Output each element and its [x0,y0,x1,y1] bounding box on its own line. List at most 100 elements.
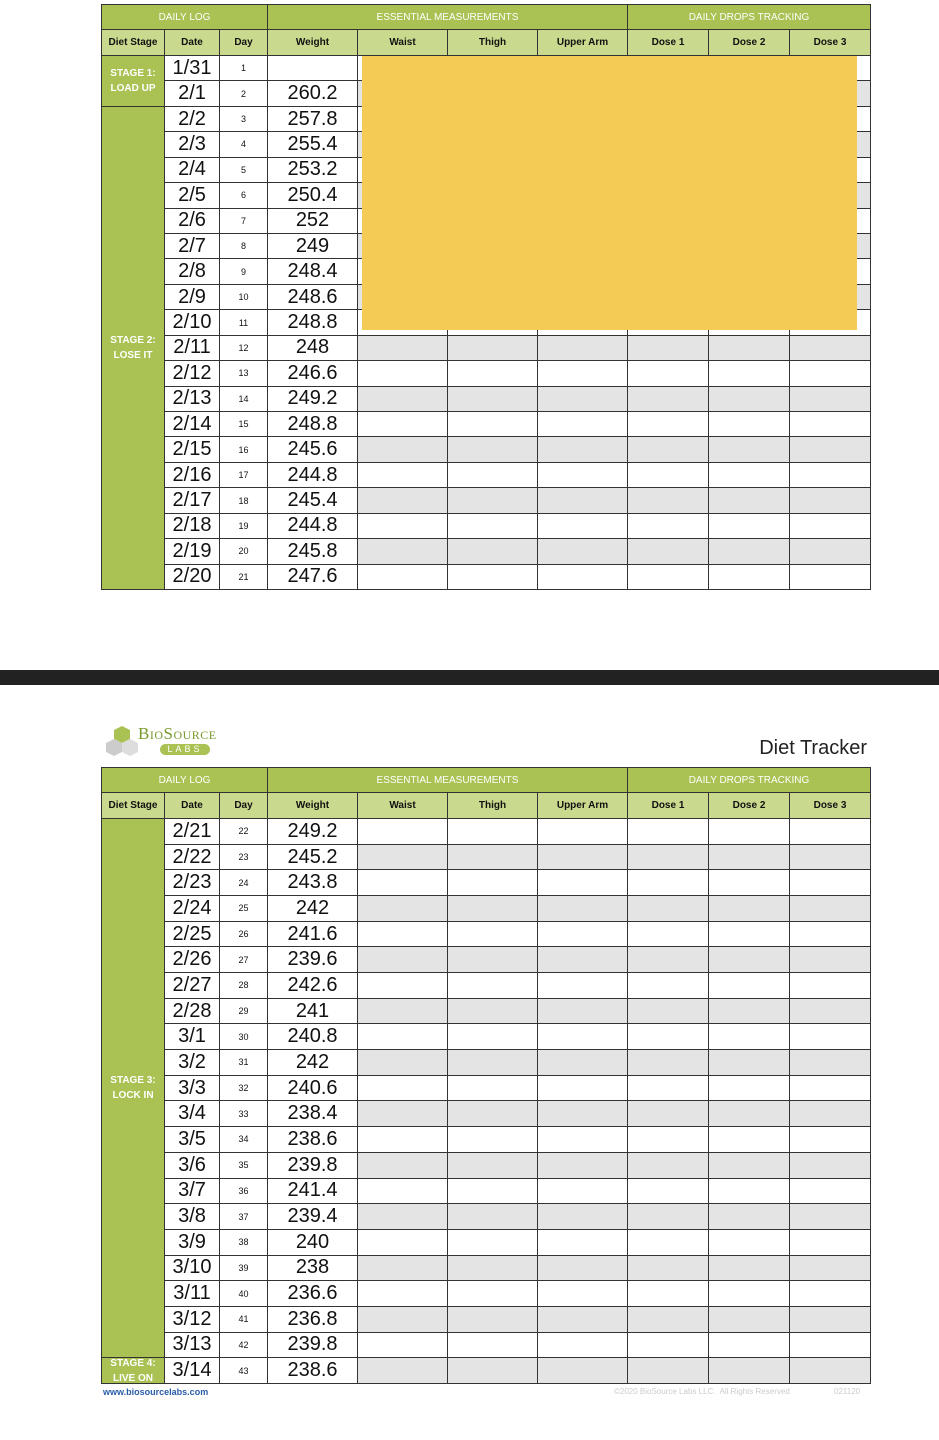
empty-cell [357,895,448,922]
weight-cell: 248.6 [267,283,358,311]
empty-cell [708,436,790,463]
empty-cell [357,436,448,463]
date-cell: 3/3 [164,1074,220,1102]
weight-cell: 241 [267,997,358,1025]
day-cell: 11 [219,309,268,336]
empty-cell [537,1074,628,1102]
group-header: ESSENTIAL MEASUREMENTS [267,767,628,793]
empty-cell [537,563,628,591]
empty-cell [708,1280,790,1307]
day-cell: 8 [219,233,268,260]
weight-cell: 240.8 [267,1023,358,1051]
date-cell: 2/18 [164,512,220,540]
empty-cell [537,1151,628,1179]
empty-cell [789,1177,871,1205]
empty-cell [537,461,628,489]
empty-cell [537,1254,628,1282]
empty-cell [627,818,709,845]
weight-cell: 239.8 [267,1151,358,1179]
stage-text: STAGE 3: [110,1075,156,1087]
empty-cell [447,1228,538,1256]
day-cell: 16 [219,436,268,463]
weight-cell: 242 [267,895,358,922]
date-cell: 3/12 [164,1305,220,1333]
empty-cell [627,1280,709,1307]
weight-cell: 239.6 [267,946,358,974]
empty-cell [447,972,538,999]
empty-cell [708,1254,790,1282]
day-cell: 4 [219,131,268,158]
empty-cell [789,1023,871,1051]
day-cell: 41 [219,1305,268,1333]
empty-cell [708,385,790,412]
empty-cell [537,1177,628,1205]
stage-text: STAGE 2: [110,334,156,346]
empty-cell [357,1305,448,1333]
empty-cell [357,487,448,514]
stage-text: LOSE IT [113,349,153,361]
empty-cell [537,869,628,897]
column-header: Waist [357,792,448,819]
date-cell: 3/9 [164,1228,220,1256]
empty-cell [627,843,709,871]
empty-cell [357,1126,448,1153]
empty-cell [537,920,628,948]
day-cell: 13 [219,360,268,387]
empty-cell [789,360,871,387]
empty-cell [537,385,628,412]
weight-cell: 247.6 [267,563,358,591]
empty-cell [789,461,871,489]
weight-cell: 245.6 [267,436,358,463]
date-cell: 3/7 [164,1177,220,1205]
empty-cell [447,487,538,514]
empty-cell [447,436,538,463]
empty-cell [447,1177,538,1205]
empty-cell [447,1049,538,1076]
empty-cell [627,1023,709,1051]
empty-cell [789,1151,871,1179]
column-header: Day [219,29,268,56]
empty-cell [627,538,709,565]
empty-cell [357,411,448,438]
divider [0,670,939,685]
column-header: Dose 2 [708,792,790,819]
empty-cell [537,512,628,540]
day-cell: 30 [219,1023,268,1051]
date-cell: 2/28 [164,997,220,1025]
empty-cell [447,818,538,845]
logo-name: BioSource [138,724,217,743]
empty-cell [708,1074,790,1102]
stage-text: LIVE ON [112,1372,153,1384]
empty-cell [627,385,709,412]
empty-cell [537,360,628,387]
day-cell: 20 [219,538,268,565]
empty-cell [708,1151,790,1179]
date-cell: 2/10 [164,309,220,336]
date-cell: 2/14 [164,411,220,438]
column-header: Dose 2 [708,29,790,56]
weight-cell: 245.2 [267,843,358,871]
empty-cell [447,1203,538,1230]
empty-cell [708,487,790,514]
day-cell: 24 [219,869,268,897]
date-cell: 3/11 [164,1280,220,1307]
empty-cell [447,1023,538,1051]
empty-cell [789,972,871,999]
date-cell: 2/22 [164,843,220,871]
empty-cell [357,1177,448,1205]
date-cell: 2/15 [164,436,220,463]
empty-cell [789,1100,871,1128]
weight-cell: 248.4 [267,258,358,285]
weight-cell: 245.4 [267,487,358,514]
empty-cell [537,818,628,845]
empty-cell [357,1023,448,1051]
empty-cell [447,1126,538,1153]
stage-cell: STAGE 3: LOCK IN [101,818,165,1359]
empty-cell [708,1126,790,1153]
empty-cell [627,334,709,362]
empty-cell [708,1305,790,1333]
date-cell: 2/21 [164,818,220,845]
empty-cell [537,1331,628,1359]
weight-cell: 240 [267,1228,358,1256]
